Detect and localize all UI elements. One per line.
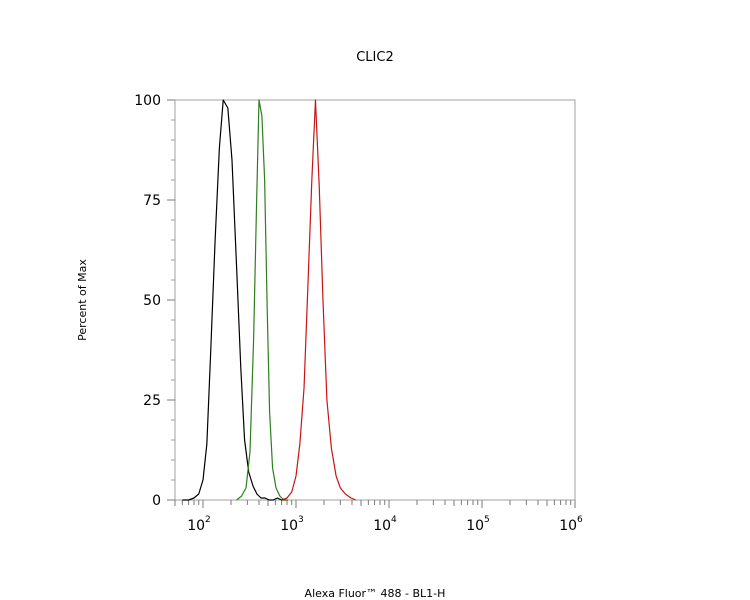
x-tick-label: 104 — [373, 515, 397, 534]
y-tick-label: 0 — [152, 493, 161, 509]
x-tick-label: 105 — [466, 515, 490, 534]
y-tick-label: 75 — [143, 193, 161, 209]
series-group — [182, 99, 357, 501]
plot-area — [174, 99, 576, 501]
x-axis-label: Alexa Fluor™ 488 - BL1-H — [305, 587, 446, 600]
series-line-1 — [182, 99, 286, 501]
y-axis: 0 25 50 75 100 — [134, 93, 175, 509]
series-line-3 — [281, 99, 357, 501]
x-tick-label: 106 — [559, 515, 583, 534]
y-axis-label: Percent of Max — [76, 259, 89, 341]
plot-frame — [174, 99, 576, 501]
chart-title: CLIC2 — [356, 50, 394, 65]
x-tick-label: 103 — [280, 515, 304, 534]
x-axis: 102 103 104 105 106 — [187, 515, 583, 534]
x-minor-ticks — [174, 500, 576, 508]
x-tick-label: 102 — [187, 515, 211, 534]
series-line-2 — [236, 99, 288, 501]
y-tick-label: 50 — [143, 293, 161, 309]
y-tick-label: 25 — [143, 393, 161, 409]
y-tick-label: 100 — [134, 93, 161, 109]
